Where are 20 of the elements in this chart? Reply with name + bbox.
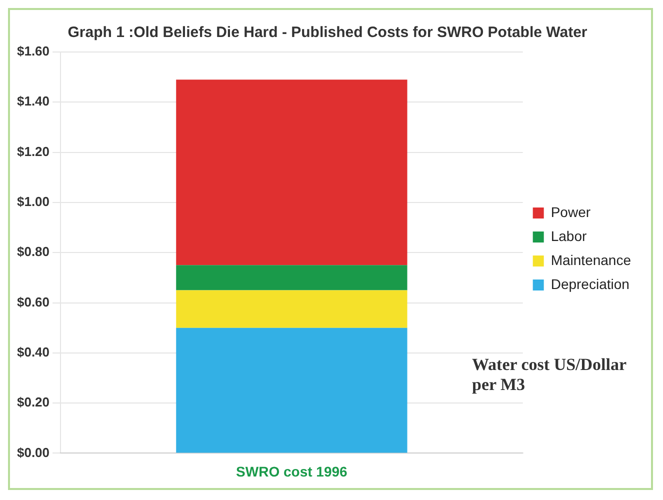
y-tick-label: $1.40: [16, 94, 50, 109]
y-tick-label: $0.80: [16, 244, 50, 260]
bar: [176, 80, 408, 266]
annotation: Water cost US/Dollar per M3: [472, 355, 628, 395]
legend-label: Power: [550, 204, 591, 220]
y-tick-label: $1.20: [16, 144, 50, 159]
y-tick-label: $0.00: [16, 444, 50, 460]
y-tick-label: $0.60: [16, 294, 50, 310]
bar: [176, 290, 408, 328]
legend-label: Depreciation: [550, 276, 630, 292]
y-tick-label: $0.20: [16, 394, 50, 410]
bar: [176, 328, 408, 453]
x-tick-label: SWRO cost 1996: [236, 463, 348, 480]
legend-label: Maintenance: [550, 252, 632, 268]
y-tick-label: $0.40: [16, 344, 50, 360]
y-tick-label: $1.60: [16, 44, 50, 59]
legend-label: Labor: [550, 228, 587, 244]
bar: [176, 265, 408, 290]
y-tick-label: $1.00: [16, 194, 50, 210]
chart-title: Graph 1 :Old Beliefs Die Hard - Published Costs for SWRO Potable Water: [68, 24, 588, 42]
